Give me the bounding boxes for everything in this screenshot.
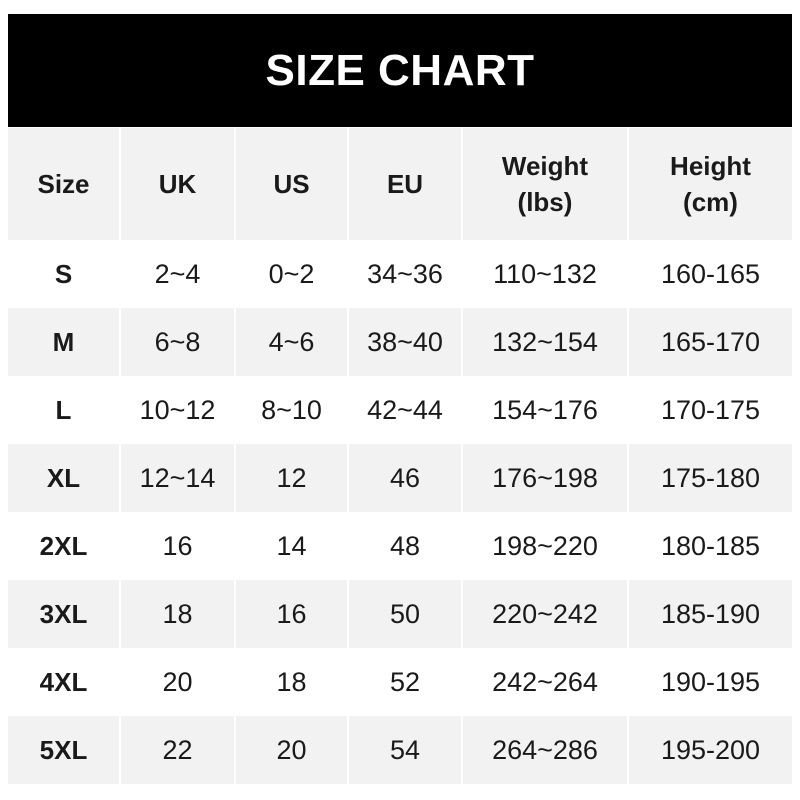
column-header-line: (lbs) [517,187,573,217]
table-row: 3XL 18 16 50 220~242 185-190 [8,580,792,648]
size-label: 4XL [8,648,120,716]
table-cell: 154~176 [461,376,628,444]
table-cell: 34~36 [347,240,462,308]
table-cell: 12~14 [119,444,235,512]
column-header-line: EU [386,169,424,199]
page-title: SIZE CHART [8,14,792,127]
size-chart-table: Size UK US EU Weight (lbs) Height (cm) S 2~4 0~2 3… [8,128,792,784]
table-cell: 132~154 [461,308,628,376]
size-label: 2XL [8,512,120,580]
size-label: XL [8,444,120,512]
table-cell: 52 [347,648,462,716]
table-cell: 14 [234,512,348,580]
table-cell: 22 [119,716,235,784]
table-cell: 6~8 [119,308,235,376]
column-header-line: Weight [501,151,589,181]
size-label: S [8,240,120,308]
table-cell: 46 [347,444,462,512]
table-row: S 2~4 0~2 34~36 110~132 160-165 [8,240,792,308]
table-cell: 8~10 [234,376,348,444]
size-label: 5XL [8,716,120,784]
table-cell: 195-200 [627,716,792,784]
table-row: M 6~8 4~6 38~40 132~154 165-170 [8,308,792,376]
table-cell: 18 [119,580,235,648]
table-row: L 10~12 8~10 42~44 154~176 170-175 [8,376,792,444]
table-cell: 180-185 [627,512,792,580]
column-header: Height (cm) [627,128,792,240]
table-cell: 20 [119,648,235,716]
table-cell: 16 [119,512,235,580]
column-header-line: Size [37,169,90,199]
size-label: L [8,376,120,444]
table-cell: 165-170 [627,308,792,376]
column-header: UK [119,128,235,240]
table-cell: 220~242 [461,580,628,648]
table-cell: 12 [234,444,348,512]
table-cell: 242~264 [461,648,628,716]
column-header-line: UK [158,169,197,199]
table-cell: 10~12 [119,376,235,444]
table-cell: 42~44 [347,376,462,444]
table-cell: 175-180 [627,444,792,512]
column-header: Weight (lbs) [461,128,628,240]
table-cell: 176~198 [461,444,628,512]
column-header-line: US [273,169,310,199]
table-cell: 190-195 [627,648,792,716]
column-header: EU [347,128,462,240]
table-cell: 38~40 [347,308,462,376]
header-row: Size UK US EU Weight (lbs) Height (cm) [8,128,792,240]
table-cell: 54 [347,716,462,784]
table-cell: 50 [347,580,462,648]
size-label: M [8,308,120,376]
table-row: 5XL 22 20 54 264~286 195-200 [8,716,792,784]
table-row: XL 12~14 12 46 176~198 175-180 [8,444,792,512]
table-cell: 16 [234,580,348,648]
table-cell: 18 [234,648,348,716]
table-cell: 48 [347,512,462,580]
table-cell: 264~286 [461,716,628,784]
table-cell: 2~4 [119,240,235,308]
size-label: 3XL [8,580,120,648]
table-cell: 110~132 [461,240,628,308]
table-cell: 20 [234,716,348,784]
table-row: 4XL 20 18 52 242~264 190-195 [8,648,792,716]
table-cell: 160-165 [627,240,792,308]
table-cell: 4~6 [234,308,348,376]
table-row: 2XL 16 14 48 198~220 180-185 [8,512,792,580]
column-header: Size [8,128,120,240]
table-cell: 170-175 [627,376,792,444]
column-header-line: Height [670,151,751,181]
table-cell: 0~2 [234,240,348,308]
table-cell: 185-190 [627,580,792,648]
column-header-line: (cm) [683,187,738,217]
table-cell: 198~220 [461,512,628,580]
column-header: US [234,128,348,240]
